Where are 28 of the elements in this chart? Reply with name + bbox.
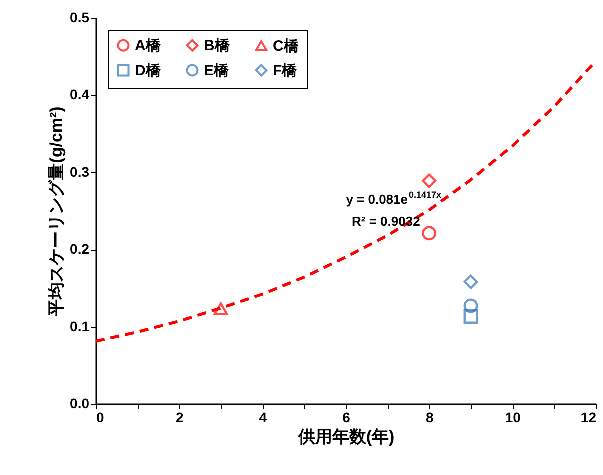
legend-label: E橋 (204, 62, 230, 80)
x-tick-label: 4 (259, 410, 268, 426)
point (464, 274, 478, 290)
point (214, 302, 228, 316)
y-tick-label: 0.4 (70, 86, 90, 103)
x-tick-label: 6 (342, 410, 351, 426)
point (422, 226, 437, 241)
x-tick-label: 8 (426, 410, 434, 426)
legend-label: B橋 (204, 38, 231, 55)
x-tick-label: 2 (176, 410, 184, 426)
legend-label: D橋 (135, 62, 162, 80)
legend-label: F橋 (273, 62, 298, 80)
y-tick-label: 0.5 (70, 10, 90, 26)
legend-label: A橋 (135, 38, 162, 55)
point (464, 298, 478, 314)
y-tick-label: 0.1 (70, 318, 90, 334)
y-tick-label: 0.2 (70, 241, 90, 258)
x-axis-title: 供用年数(年) (297, 428, 395, 446)
point (464, 310, 478, 324)
y-axis-title: 平均スケーリング量(g/cm²) (47, 106, 66, 318)
y-tick-label: 0.0 (70, 396, 90, 412)
x-tick-label: 0 (96, 410, 104, 426)
y-tick-label: 0.3 (70, 164, 90, 180)
legend-label: C橋 (273, 38, 300, 55)
point (422, 174, 437, 188)
x-tick-label: 12 (580, 410, 597, 426)
annotation: R² = 0.9032 (352, 214, 420, 229)
x-tick-label: 10 (505, 410, 522, 426)
